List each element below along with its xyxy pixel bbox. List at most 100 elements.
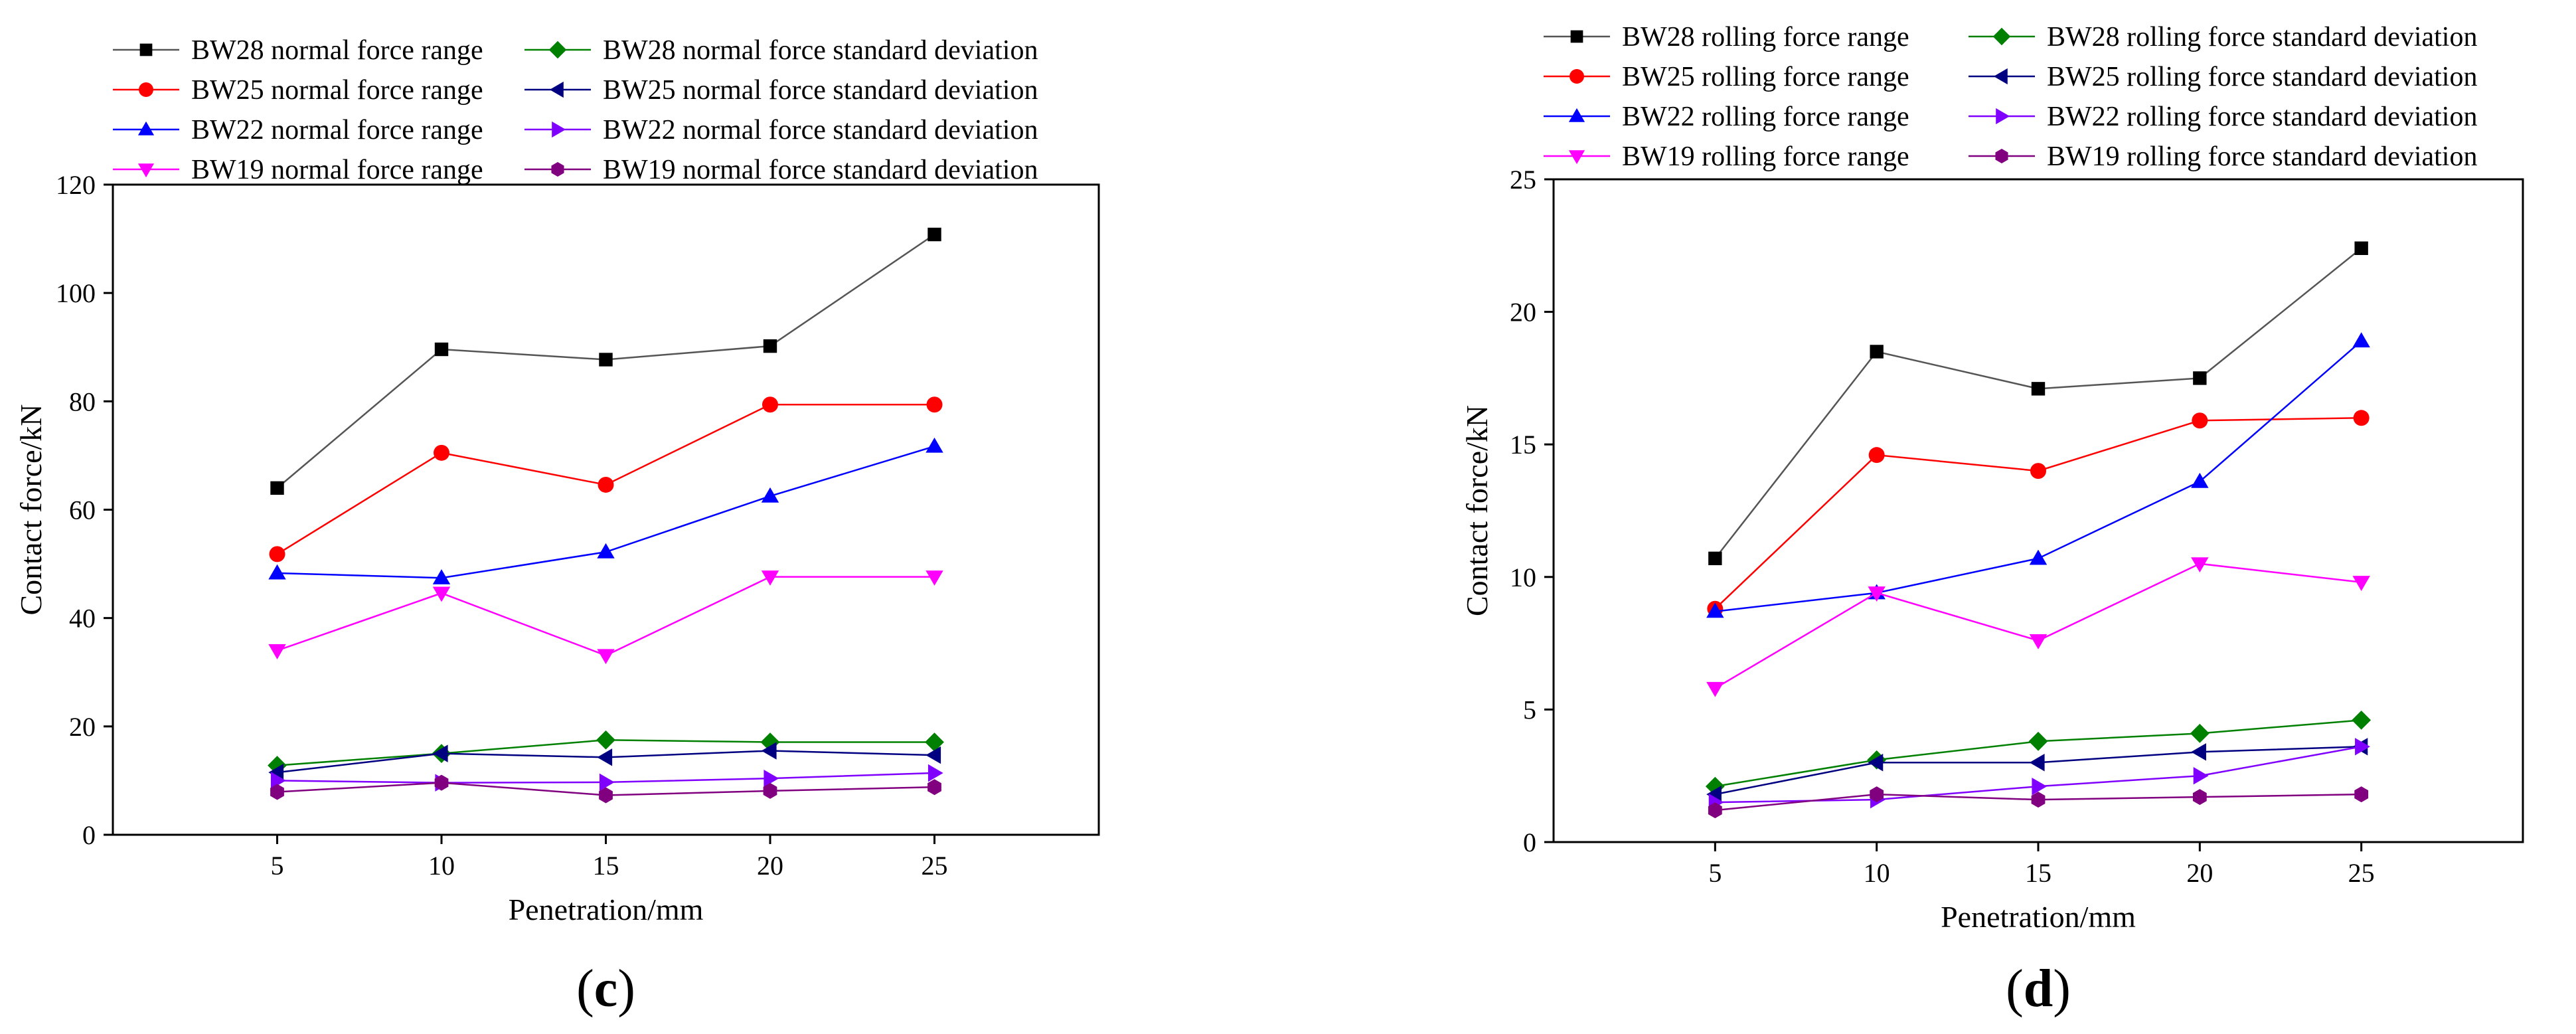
data-point [2352,710,2372,730]
data-point [2353,410,2370,426]
series-bw19-normal-force-range [268,570,943,665]
legend-marker [549,81,564,98]
series-line [1715,719,2362,788]
legend-marker [1570,69,1584,84]
legend-marker [552,121,566,138]
legend-label: BW25 rolling force standard deviation [2047,62,2477,92]
chart-panel-c: 5 10 15 20 25 0 20 40 60 80 100 120 Penetration/mm Co… [14,35,1100,1018]
legend-label: BW25 normal force standard deviation [603,75,1038,106]
legend-label: BW22 rolling force range [1622,102,1909,132]
y-tick-label: 5 [1523,695,1536,725]
data-point [270,481,284,495]
legend-marker [1993,68,2008,85]
data-point [762,396,778,413]
y-tick-label: 0 [82,820,96,850]
data-point [2352,576,2370,591]
data-point [926,396,943,413]
data-point [599,773,615,792]
data-point [2031,792,2046,808]
y-tick-label: 100 [56,278,96,308]
x-tick-label: 20 [757,851,783,881]
data-point [434,444,449,461]
data-point [432,586,451,602]
data-point [2032,777,2048,796]
data-point [596,730,615,750]
data-point [927,227,941,242]
series-bw19-rolling-force-standard-deviation [1708,786,2369,819]
data-point [268,564,286,580]
data-point [925,732,944,752]
legend-item-bw28-normal-force-range: BW28 normal force range [113,35,483,66]
x-tick-label: 5 [1708,858,1722,888]
x-tick-label: 25 [2348,858,2375,888]
data-point [2191,557,2209,573]
data-point [926,570,943,586]
data-point [2193,767,2209,785]
legend-label: BW22 normal force standard deviation [603,115,1038,145]
x-axis-label: Penetration/mm [509,893,704,926]
data-point [2030,463,2046,479]
data-point [432,569,451,584]
x-axis-label: Penetration/mm [1941,900,2136,934]
legend-label: BW28 rolling force range [1622,22,1909,52]
data-point [1708,802,1722,819]
series-line [277,576,935,657]
legend-label: BW19 rolling force range [1622,141,1909,172]
legend-label: BW22 rolling force standard deviation [2047,102,2477,132]
data-point [2191,743,2206,761]
data-point [2354,241,2368,255]
legend-marker [551,162,564,177]
data-point [1868,586,1886,602]
data-point [1705,776,1725,796]
legend-label: BW19 normal force standard deviation [603,155,1038,185]
data-point [597,748,613,766]
x-tick-label: 15 [593,851,619,881]
legend-marker [548,41,567,59]
data-point [270,772,286,790]
data-point [2354,786,2369,803]
legend-marker [1996,108,2010,125]
series-bw25-normal-force-standard-deviation [268,742,941,782]
legend-item-bw19-rolling-force-range: BW19 rolling force range [1544,141,1909,172]
legend-marker [1570,30,1583,43]
legend-label: BW28 normal force range [191,35,483,66]
data-point [434,342,449,357]
legend-marker [139,43,153,56]
data-point [1706,602,1724,618]
legend-item-bw22-rolling-force-standard-deviation: BW22 rolling force standard deviation [1969,102,2477,132]
data-point [598,476,614,493]
legend-item-bw22-rolling-force-range: BW22 rolling force range [1544,102,1909,132]
data-point [926,746,941,764]
data-point [2193,371,2207,385]
x-tick-label: 15 [2025,858,2052,888]
legend-item-bw19-rolling-force-standard-deviation: BW19 rolling force standard deviation [1969,141,2477,172]
y-tick-label: 10 [1510,562,1536,592]
data-point [599,787,613,804]
legend-label: BW22 normal force range [191,115,483,145]
data-point [268,756,287,775]
legend: BW28 normal force range BW25 normal force… [113,35,1038,185]
series-bw19-normal-force-standard-deviation [270,774,941,804]
y-axis-label: Contact force/kN [1460,405,1494,616]
data-point [927,764,943,782]
series-bw25-normal-force-range [269,396,943,562]
data-point [1708,551,1722,566]
legend-item-bw28-rolling-force-range: BW28 rolling force range [1544,22,1909,52]
legend-item-bw19-normal-force-standard-deviation: BW19 normal force standard deviation [524,155,1038,185]
legend-item-bw25-rolling-force-range: BW25 rolling force range [1544,62,1909,92]
data-point [2190,723,2210,743]
legend-marker [1568,150,1585,165]
x-tick-label: 10 [1864,858,1890,888]
series-bw28-normal-force-range [270,227,941,495]
data-point [764,769,779,788]
data-point [2191,472,2209,488]
data-point [597,543,615,559]
legend-item-bw22-normal-force-range: BW22 normal force range [113,115,483,145]
legend-label: BW28 normal force standard deviation [603,35,1038,66]
legend-label: BW19 normal force range [191,155,483,185]
series-bw19-rolling-force-range [1706,557,2370,697]
data-point [597,649,615,665]
x-tick-label: 25 [922,851,948,881]
series-line [1714,247,2362,559]
y-tick-label: 0 [1523,827,1536,857]
